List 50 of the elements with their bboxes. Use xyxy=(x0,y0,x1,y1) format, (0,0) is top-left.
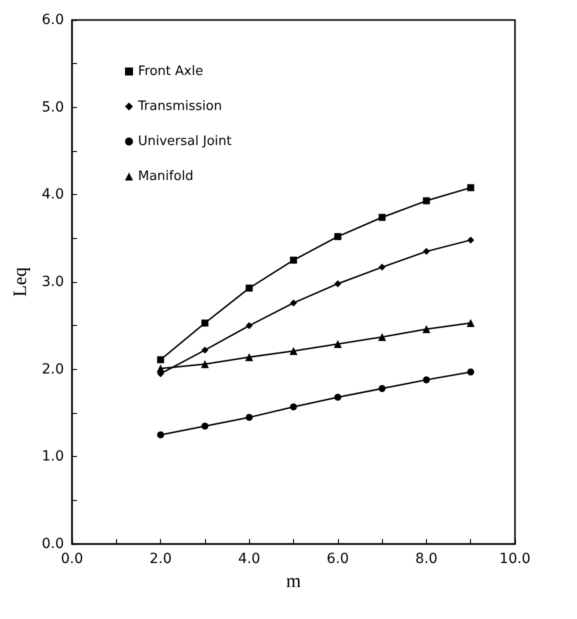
x-tick-label: 8.0 xyxy=(415,551,438,567)
point xyxy=(290,403,297,410)
x-tick-label: 2.0 xyxy=(149,551,172,567)
x-tick-label: 10.0 xyxy=(499,551,531,567)
point xyxy=(378,214,386,221)
y-tick-label: 6.0 xyxy=(42,12,64,28)
point xyxy=(378,385,386,392)
point xyxy=(334,340,342,348)
point xyxy=(467,368,474,376)
point xyxy=(246,414,253,421)
y-tick-label: 5.0 xyxy=(42,99,64,116)
point xyxy=(334,394,342,401)
y-tick-label: 2.0 xyxy=(42,361,64,378)
legend-label: Transmission xyxy=(137,99,222,114)
point xyxy=(201,320,208,327)
point xyxy=(157,431,164,438)
point xyxy=(334,280,342,288)
y-tick-label: 4.0 xyxy=(42,186,64,203)
x-tick-label: 4.0 xyxy=(238,551,260,567)
point xyxy=(245,353,254,362)
y-tick-label: 3.0 xyxy=(42,274,64,290)
y-tick-label: 1.0 xyxy=(42,448,64,465)
point xyxy=(157,356,164,364)
point xyxy=(467,184,474,192)
point xyxy=(422,376,430,384)
point xyxy=(246,322,253,330)
x-tick-label: 0.0 xyxy=(60,551,84,567)
y-axis-title: Leq xyxy=(10,266,31,297)
point xyxy=(246,284,253,292)
point xyxy=(201,346,208,354)
x-axis-title: m xyxy=(286,571,302,592)
point xyxy=(290,299,297,306)
point xyxy=(290,346,298,355)
point xyxy=(422,325,430,334)
point xyxy=(156,364,165,372)
point xyxy=(200,360,209,368)
point xyxy=(378,264,386,271)
point xyxy=(290,256,297,264)
point xyxy=(467,236,474,244)
legend-label: Universal Joint xyxy=(138,134,232,149)
point xyxy=(466,319,475,328)
point xyxy=(422,197,430,204)
point xyxy=(334,233,342,240)
point xyxy=(378,333,386,342)
y-tick-label: 0.0 xyxy=(42,536,64,552)
point xyxy=(201,422,208,430)
point xyxy=(422,248,430,255)
legend-label: Front Axle xyxy=(138,64,204,79)
x-tick-label: 6.0 xyxy=(326,551,349,567)
legend-label: Manifold xyxy=(138,169,194,184)
